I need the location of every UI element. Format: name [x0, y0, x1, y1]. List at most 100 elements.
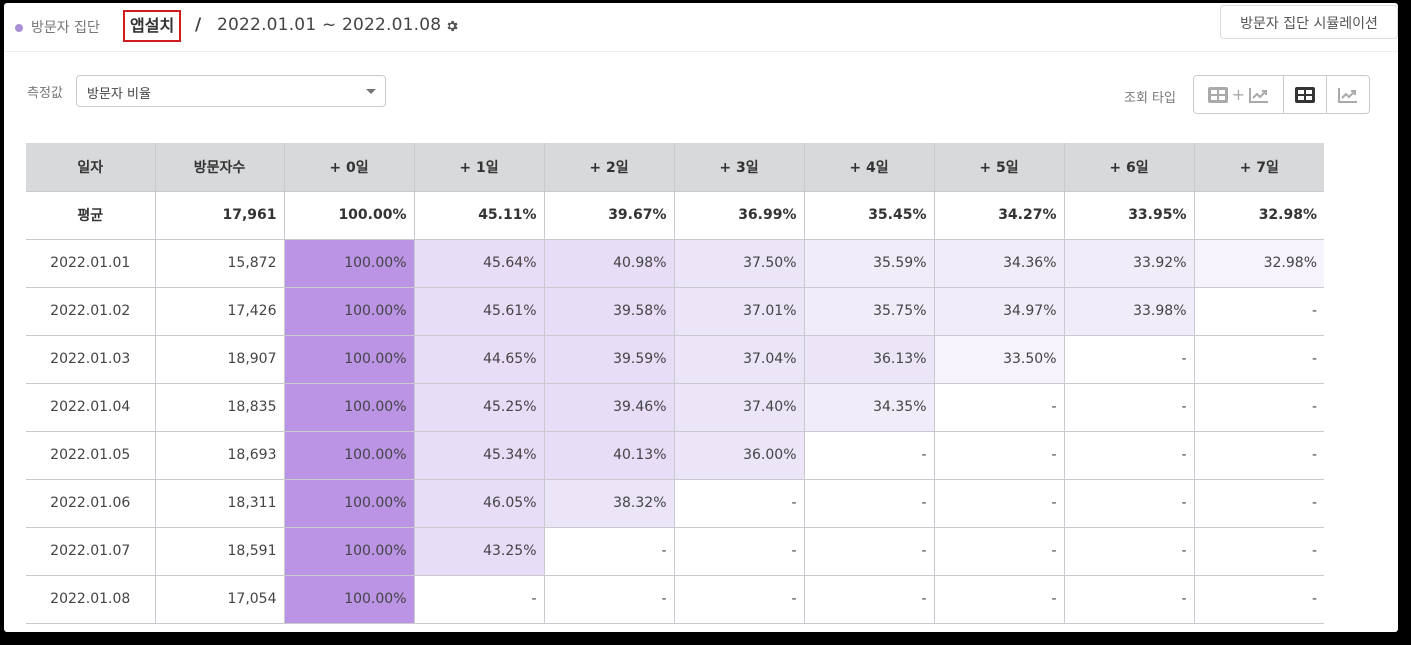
column-header-day-4: + 4일 — [803, 143, 935, 192]
retention-cell-day-6: - — [1063, 430, 1195, 480]
retention-cell-day-0: 100.00% — [283, 334, 415, 384]
column-header-day-6: + 6일 — [1063, 143, 1195, 192]
row-visitors: 18,907 — [154, 334, 285, 384]
retention-cell-day-3: 36.00% — [673, 430, 805, 480]
retention-cell-day-6: - — [1063, 478, 1195, 528]
column-header-day-1: + 1일 — [413, 143, 545, 192]
retention-cell-day-0: 100.00% — [283, 286, 415, 336]
retention-cell-day-2: 39.46% — [543, 382, 675, 432]
retention-cell-day-0: 100.00% — [283, 526, 415, 576]
retention-cell-day-5: - — [933, 430, 1065, 480]
retention-cell-day-4: - — [803, 526, 935, 576]
retention-cell-day-3: 37.40% — [673, 382, 805, 432]
retention-cell-day-3: 37.04% — [673, 334, 805, 384]
view-table-button[interactable] — [1284, 76, 1327, 113]
table-row: 2022.01.08 17,054 100.00% - - - - - - - — [26, 574, 1324, 624]
average-day-6: 33.95% — [1063, 190, 1195, 240]
average-day-7: 32.98% — [1193, 190, 1324, 240]
column-header-day-7: + 7일 — [1193, 143, 1324, 192]
retention-cell-day-1: 43.25% — [413, 526, 545, 576]
retention-cell-day-7: - — [1193, 286, 1324, 336]
retention-cell-day-6: - — [1063, 574, 1195, 624]
retention-cell-day-3: 37.01% — [673, 286, 805, 336]
retention-cell-day-2: 40.13% — [543, 430, 675, 480]
retention-cell-day-4: 35.75% — [803, 286, 935, 336]
retention-cell-day-3: 37.50% — [673, 238, 805, 288]
retention-cell-day-5: - — [933, 478, 1065, 528]
date-range: 2022.01.01 ~ 2022.01.08 — [217, 15, 442, 35]
row-date: 2022.01.01 — [26, 238, 156, 288]
column-header-visitors: 방문자수 — [154, 143, 285, 192]
retention-cell-day-0: 100.00% — [283, 478, 415, 528]
retention-cell-day-0: 100.00% — [283, 382, 415, 432]
average-day-0: 100.00% — [283, 190, 415, 240]
breadcrumb-separator: / — [195, 15, 202, 35]
row-visitors: 17,054 — [154, 574, 285, 624]
cohort-simulation-button[interactable]: 방문자 집단 시뮬레이션 — [1220, 5, 1398, 39]
retention-cell-day-7: - — [1193, 382, 1324, 432]
row-date: 2022.01.07 — [26, 526, 156, 576]
retention-cell-day-5: - — [933, 526, 1065, 576]
column-header-day-3: + 3일 — [673, 143, 805, 192]
average-day-1: 45.11% — [413, 190, 545, 240]
retention-cell-day-2: - — [543, 526, 675, 576]
view-type-toggle: + — [1193, 75, 1370, 114]
view-table-plus-chart-button[interactable]: + — [1194, 76, 1284, 113]
measure-label: 측정값 — [27, 86, 63, 101]
retention-cell-day-1: 45.25% — [413, 382, 545, 432]
retention-cell-day-1: - — [413, 574, 545, 624]
row-date: 2022.01.06 — [26, 478, 156, 528]
page: 방문자 집단 앱설치 / 2022.01.01 ~ 2022.01.08 방문자… — [4, 3, 1398, 632]
retention-cell-day-4: 35.59% — [803, 238, 935, 288]
view-type-label: 조회 타입 — [1124, 91, 1176, 106]
retention-cell-day-4: 34.35% — [803, 382, 935, 432]
table-row: 2022.01.07 18,591 100.00% 43.25% - - - - - - — [26, 526, 1324, 576]
column-header-day-2: + 2일 — [543, 143, 675, 192]
average-row: 평균 17,961 100.00% 45.11% 39.67% 36.99% 3… — [26, 190, 1324, 240]
row-date: 2022.01.05 — [26, 430, 156, 480]
row-visitors: 18,835 — [154, 382, 285, 432]
retention-cell-day-2: - — [543, 574, 675, 624]
average-day-5: 34.27% — [933, 190, 1065, 240]
page-header: 방문자 집단 앱설치 / 2022.01.01 ~ 2022.01.08 방문자… — [4, 3, 1398, 52]
retention-cell-day-7: - — [1193, 478, 1324, 528]
breadcrumb-app-name[interactable]: 앱설치 — [123, 10, 182, 42]
table-row: 2022.01.01 15,872 100.00% 45.64% 40.98% 37.50… — [26, 238, 1324, 288]
measure-select[interactable]: 방문자 비율 — [76, 75, 386, 107]
retention-cell-day-4: 36.13% — [803, 334, 935, 384]
retention-cell-day-6: - — [1063, 382, 1195, 432]
retention-cell-day-4: - — [803, 574, 935, 624]
retention-cell-day-6: - — [1063, 526, 1195, 576]
caret-down-icon — [366, 89, 376, 94]
chart-icon — [1249, 87, 1269, 103]
table-icon — [1295, 86, 1315, 103]
retention-cell-day-6: 33.98% — [1063, 286, 1195, 336]
retention-cell-day-5: - — [933, 574, 1065, 624]
retention-cell-day-2: 38.32% — [543, 478, 675, 528]
retention-cell-day-7: - — [1193, 334, 1324, 384]
retention-cell-day-6: - — [1063, 334, 1195, 384]
column-header-date: 일자 — [26, 143, 156, 192]
row-date: 2022.01.03 — [26, 334, 156, 384]
retention-cell-day-0: 100.00% — [283, 430, 415, 480]
table-row: 2022.01.03 18,907 100.00% 44.65% 39.59% 37.04… — [26, 334, 1324, 384]
retention-cell-day-1: 45.64% — [413, 238, 545, 288]
average-visitors: 17,961 — [154, 190, 285, 240]
retention-cell-day-1: 45.34% — [413, 430, 545, 480]
average-day-4: 35.45% — [803, 190, 935, 240]
breadcrumb-group[interactable]: 방문자 집단 — [31, 20, 100, 36]
table-row: 2022.01.05 18,693 100.00% 45.34% 40.13% 36.00… — [26, 430, 1324, 480]
gear-icon[interactable] — [445, 18, 459, 32]
table-row: 2022.01.02 17,426 100.00% 45.61% 39.58% 37.01… — [26, 286, 1324, 336]
retention-cell-day-1: 45.61% — [413, 286, 545, 336]
row-visitors: 15,872 — [154, 238, 285, 288]
view-chart-button[interactable] — [1327, 76, 1369, 113]
retention-cell-day-3: - — [673, 478, 805, 528]
retention-cell-day-5: 34.97% — [933, 286, 1065, 336]
retention-cell-day-3: - — [673, 574, 805, 624]
retention-cell-day-1: 44.65% — [413, 334, 545, 384]
row-visitors: 18,591 — [154, 526, 285, 576]
retention-cell-day-1: 46.05% — [413, 478, 545, 528]
retention-cell-day-5: - — [933, 382, 1065, 432]
table-row: 2022.01.04 18,835 100.00% 45.25% 39.46% 37.40… — [26, 382, 1324, 432]
